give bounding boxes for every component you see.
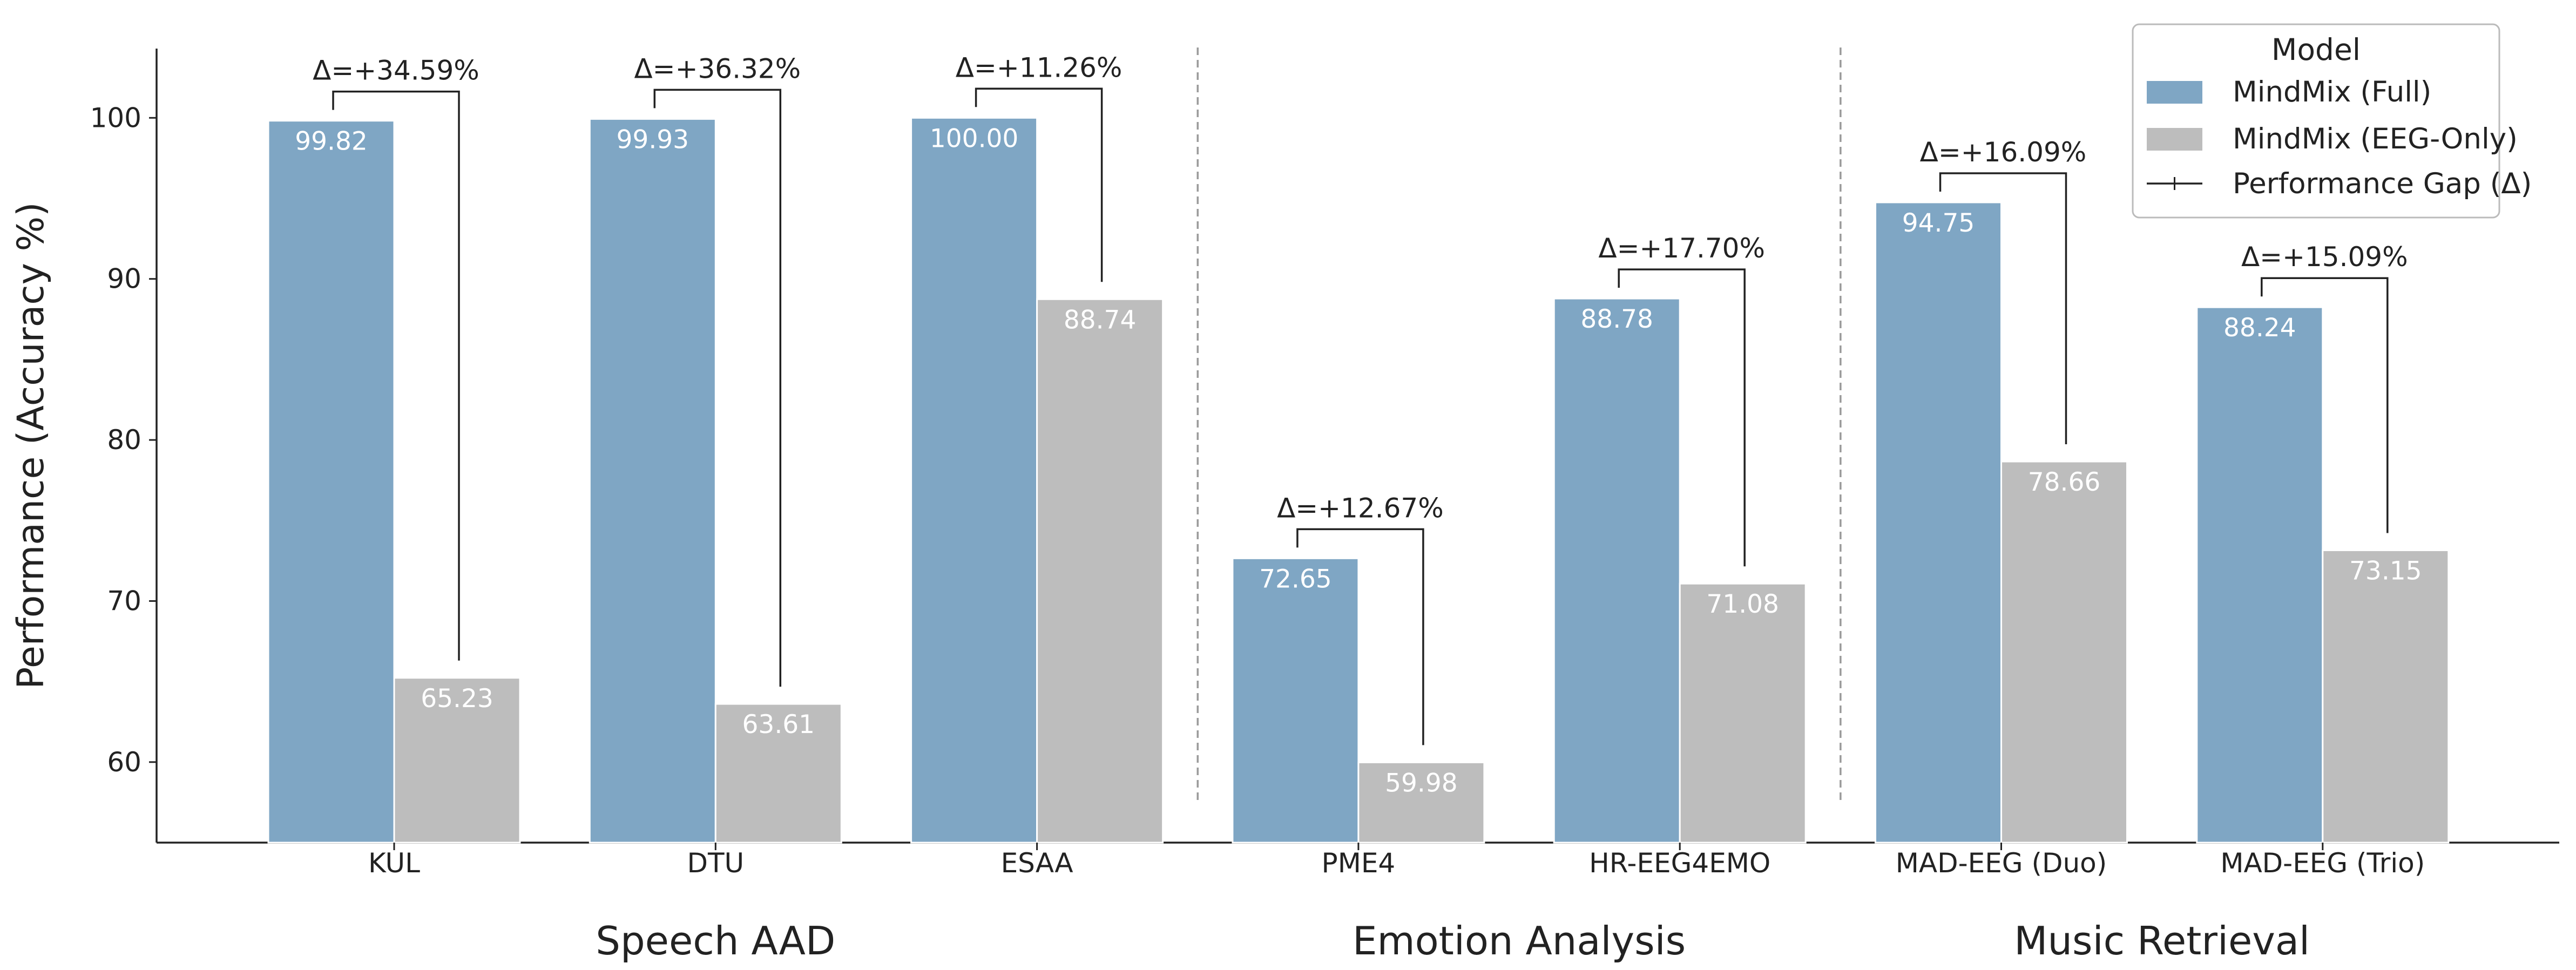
legend-swatch-full bbox=[2147, 81, 2202, 104]
gap-label: Δ=+11.26% bbox=[956, 52, 1123, 83]
gap-label: Δ=+16.09% bbox=[1920, 137, 2087, 168]
group-label: Emotion Analysis bbox=[1353, 918, 1686, 964]
gap-bracket bbox=[1296, 528, 1424, 745]
gap-label: Δ=+36.32% bbox=[634, 53, 801, 84]
bar-value-label: 88.24 bbox=[2223, 313, 2296, 343]
y-axis-title: Performance (Accuracy %) bbox=[10, 202, 52, 689]
bar-eeg-only bbox=[1679, 582, 1807, 844]
legend-frame bbox=[2132, 23, 2500, 219]
bar-full bbox=[267, 120, 395, 844]
bar-full bbox=[2196, 306, 2324, 844]
legend-entry-label: Performance Gap (Δ) bbox=[2233, 167, 2532, 200]
legend: Model MindMix (Full) MindMix (EEG-Only) Per… bbox=[2132, 23, 2532, 219]
gap-label: Δ=+15.09% bbox=[2241, 241, 2408, 273]
bar-full bbox=[1553, 297, 1681, 844]
group-label: Speech AAD bbox=[596, 918, 835, 964]
y-tick-label: 60 bbox=[107, 747, 141, 778]
x-tick-label: KUL bbox=[368, 847, 420, 879]
bar-eeg-only bbox=[2000, 460, 2128, 844]
bar-eeg-only bbox=[2322, 549, 2450, 844]
bar-value-label: 94.75 bbox=[1902, 208, 1975, 238]
bar-value-label: 59.98 bbox=[1385, 768, 1458, 798]
bar-value-label: 65.23 bbox=[421, 684, 493, 714]
legend-entry-label: MindMix (Full) bbox=[2233, 76, 2431, 108]
bar-eeg-only bbox=[1357, 761, 1485, 844]
bar-value-label: 63.61 bbox=[742, 710, 815, 740]
y-tick-label: 80 bbox=[107, 424, 141, 456]
legend-swatch-eeg-only bbox=[2147, 128, 2202, 151]
gap-label: Δ=+12.67% bbox=[1277, 492, 1444, 524]
gap-bracket bbox=[332, 90, 460, 661]
gap-bracket bbox=[1939, 172, 2067, 445]
bar-value-label: 99.82 bbox=[295, 127, 368, 157]
y-tick-label: 100 bbox=[90, 102, 141, 133]
bar-eeg-only bbox=[393, 677, 521, 844]
gap-bracket bbox=[975, 87, 1103, 282]
x-tick-label: HR-EEG4EMO bbox=[1589, 847, 1770, 879]
bar-full bbox=[589, 118, 716, 844]
x-tick-label: ESAA bbox=[1001, 847, 1073, 879]
bar-value-label: 73.15 bbox=[2349, 556, 2422, 586]
gap-bracket bbox=[653, 89, 782, 687]
legend-title: Model bbox=[2271, 32, 2361, 67]
bar-value-label: 100.00 bbox=[930, 124, 1018, 153]
gap-label: Δ=+17.70% bbox=[1598, 233, 1765, 264]
bar-eeg-only bbox=[714, 703, 842, 844]
y-tick-label: 90 bbox=[107, 263, 141, 295]
gap-bracket bbox=[1618, 268, 1746, 567]
bar-eeg-only bbox=[1036, 298, 1164, 844]
plot-area: 60 70 80 90 100 Performance (Accuracy %) Speec… bbox=[10, 48, 2559, 964]
gap-label: Δ=+34.59% bbox=[313, 55, 479, 86]
x-tick-label: MAD-EEG (Duo) bbox=[1896, 847, 2107, 879]
bar-full bbox=[1232, 557, 1360, 844]
group-label: Music Retrieval bbox=[2014, 918, 2310, 964]
bar-value-label: 72.65 bbox=[1259, 564, 1332, 594]
bar-value-label: 78.66 bbox=[2028, 467, 2101, 497]
bar-value-label: 88.74 bbox=[1064, 305, 1137, 335]
bar-full bbox=[910, 117, 1038, 844]
bar-value-label: 71.08 bbox=[1706, 589, 1779, 619]
x-tick-label: MAD-EEG (Trio) bbox=[2220, 847, 2425, 879]
gap-bracket bbox=[2261, 277, 2389, 533]
x-tick-label: PME4 bbox=[1322, 847, 1396, 879]
x-tick-label: DTU bbox=[687, 847, 744, 879]
bar-value-label: 88.78 bbox=[1580, 304, 1653, 334]
legend-entry-label: MindMix (EEG-Only) bbox=[2233, 123, 2518, 155]
bar-value-label: 99.93 bbox=[617, 125, 689, 154]
bar-full bbox=[1875, 201, 2002, 844]
y-tick-label: 70 bbox=[107, 585, 141, 616]
